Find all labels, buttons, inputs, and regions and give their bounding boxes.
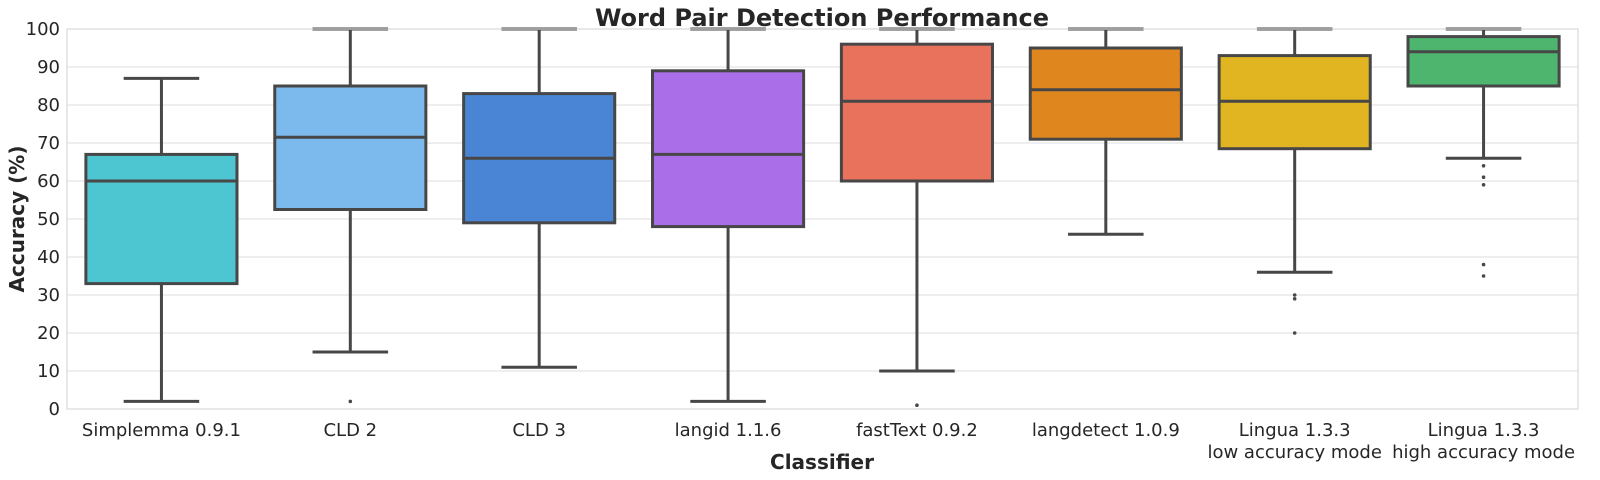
box-iqr	[1028, 46, 1183, 141]
y-tick-label: 30	[37, 285, 60, 306]
y-tick-label: 90	[37, 57, 60, 78]
y-tick-label: 100	[26, 19, 60, 40]
x-tick-labels: Simplemma 0.9.1 CLD 2 CLD 3 langid 1.1.6 fas…	[82, 420, 1575, 463]
y-tick-label: 20	[37, 323, 60, 344]
box-iqr	[651, 69, 806, 229]
x-tick-label: langdetect 1.0.9	[1032, 420, 1180, 441]
x-tick-label: CLD 2	[323, 420, 377, 441]
y-tick-label: 60	[37, 171, 60, 192]
outlier-point	[1481, 164, 1486, 168]
y-tick-label: 70	[37, 133, 60, 154]
y-tick-label: 50	[37, 209, 60, 230]
box-iqr	[839, 42, 994, 183]
outlier-point	[915, 403, 919, 408]
outlier-point	[1481, 274, 1486, 278]
y-tick-label: 80	[37, 95, 60, 116]
y-tick-label: 40	[37, 247, 60, 268]
box-group	[651, 27, 806, 403]
box-group	[273, 27, 428, 404]
box-iqr	[273, 84, 428, 211]
x-tick-label: langid 1.1.6	[675, 420, 782, 441]
box-iqr	[84, 152, 239, 286]
outlier-point	[1292, 297, 1297, 301]
outlier-point	[1292, 331, 1297, 335]
box-group	[1028, 27, 1183, 236]
outlier-point	[348, 399, 353, 404]
box-group	[1406, 27, 1561, 278]
box-group	[839, 27, 994, 408]
y-axis-label: Accuracy (%)	[5, 146, 29, 293]
boxes	[84, 27, 1561, 408]
outlier-point	[1481, 175, 1486, 179]
chart-title: Word Pair Detection Performance	[595, 4, 1049, 32]
box-group	[462, 27, 617, 369]
outlier-point	[1481, 262, 1486, 267]
box-group	[1217, 27, 1372, 335]
x-axis-label: Classifier	[770, 450, 874, 474]
x-tick-label: Lingua 1.3.3 low accuracy mode	[1207, 420, 1381, 463]
outlier-point	[1292, 293, 1297, 297]
outlier-point	[1481, 183, 1486, 187]
box-iqr	[1406, 35, 1561, 88]
plot-frame	[66, 28, 1579, 410]
y-tick-labels: 0 10 20 30 40 50 60 70 80 90 100	[26, 19, 60, 420]
x-tick-label: fastText 0.9.2	[856, 420, 978, 441]
x-tick-label: Simplemma 0.9.1	[82, 420, 241, 441]
x-tick-label: Lingua 1.3.3 high accuracy mode	[1392, 420, 1575, 463]
y-tick-label: 10	[37, 361, 60, 382]
y-tick-label: 0	[49, 399, 60, 420]
x-tick-label: CLD 3	[512, 420, 566, 441]
box-group	[84, 76, 239, 403]
